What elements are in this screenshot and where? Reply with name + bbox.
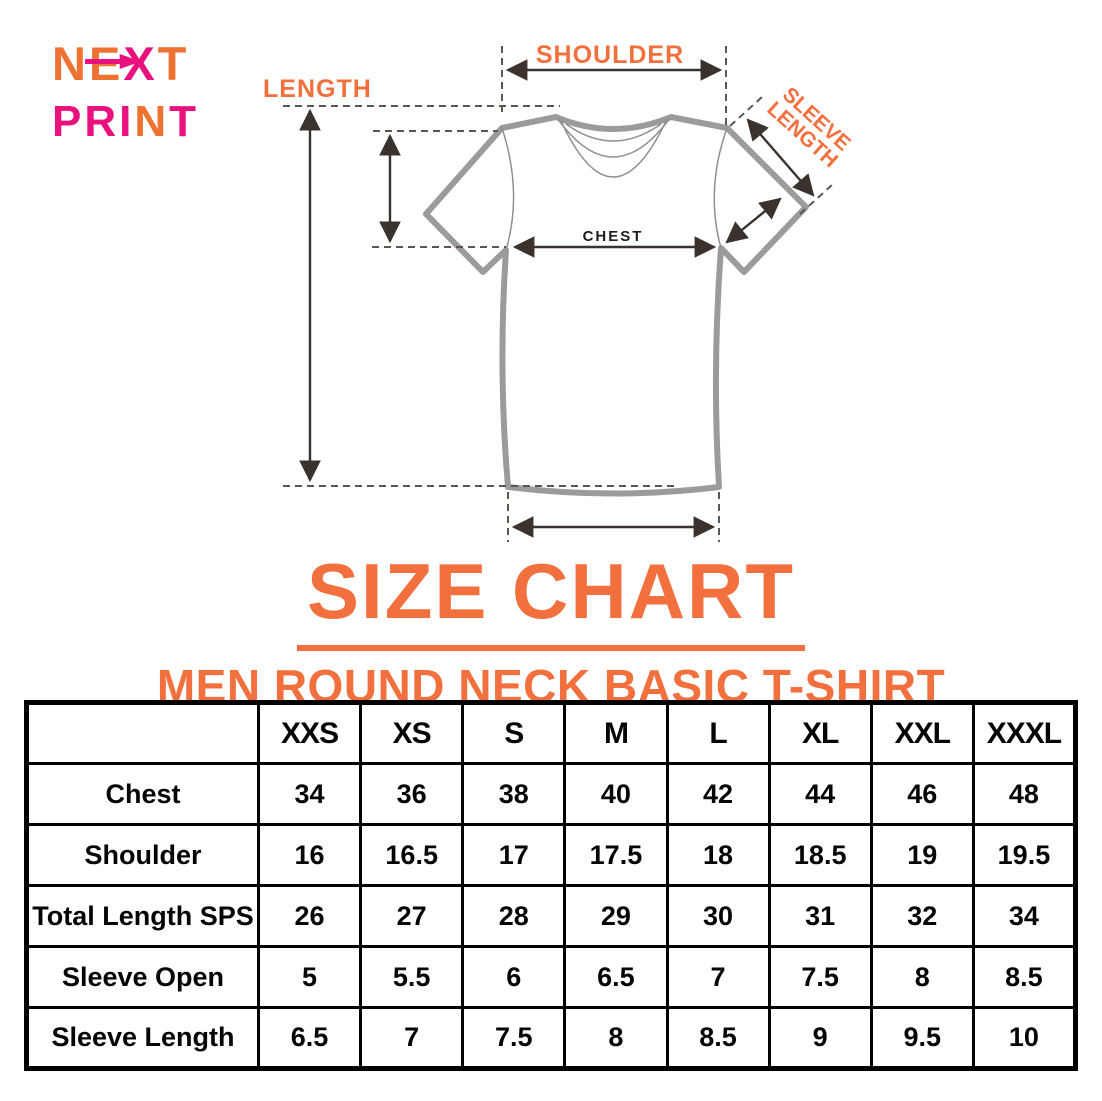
size-value-cell: 8 [869,945,975,1009]
armhole-seam-curves [501,127,728,251]
size-value-cell: 5 [256,945,363,1009]
size-col-header: XXS [256,701,363,765]
table-row-total-length: Total Length SPS 26 27 28 29 30 31 32 34 [25,884,1078,948]
size-value-cell: 19 [869,823,975,887]
table-row-sleeve-length: Sleeve Length 6.5 7 7.5 8 8.5 9 9.5 10 [25,1006,1078,1070]
size-value-cell: 6.5 [563,945,669,1009]
row-label: Chest [25,762,260,826]
size-value-cell: 30 [665,884,771,948]
size-value-cell: 7.5 [767,945,873,1009]
size-value-cell: 44 [767,762,873,826]
size-col-header: XL [767,701,873,765]
headings: SIZE CHART MEN ROUND NECK BASIC T-SHIRT [0,546,1102,713]
size-table-header-row: XXS XS S M L XL XXL XXXL [25,701,1078,765]
tshirt-outline [423,114,809,497]
logo-letter: I [119,97,135,146]
size-value-cell: 5.5 [359,945,465,1009]
logo-letter: T [169,97,200,146]
size-value-cell: 31 [767,884,873,948]
shoulder-label: SHOULDER [536,41,684,69]
row-label: Total Length SPS [25,884,260,948]
row-label: Sleeve Open [25,945,260,1009]
collar-rib-arcs [556,117,671,178]
table-row-shoulder: Shoulder 16 16.5 17 17.5 18 18.5 19 19.5 [25,823,1078,887]
size-col-header: XXL [869,701,975,765]
size-col-header: S [461,701,567,765]
brand-logo-word-print: PRINT [52,100,199,144]
size-value-cell: 7.5 [461,1006,567,1070]
size-value-cell: 17 [461,823,567,887]
tshirt-measurement-diagram: LENGTH SHOULDER SLEEVE LENGTH CHEST [263,41,855,542]
size-table: XXS XS S M L XL XXL XXXL Chest 34 36 38 … [24,700,1078,1071]
logo-letter: R [84,97,120,146]
length-label: LENGTH [263,75,372,103]
size-col-header: XS [359,701,465,765]
size-col-header: M [563,701,669,765]
size-value-cell: 7 [359,1006,465,1070]
size-value-cell: 48 [971,762,1078,826]
size-value-cell: 10 [971,1006,1078,1070]
size-value-cell: 28 [461,884,567,948]
size-col-header: L [665,701,771,765]
size-value-cell: 26 [256,884,363,948]
logo-letter: N [134,97,170,146]
chest-label: CHEST [583,228,644,245]
sleeve-inner-arrow [725,197,782,244]
size-value-cell: 34 [256,762,363,826]
row-label: Shoulder [25,823,260,887]
size-value-cell: 19.5 [971,823,1078,887]
size-value-cell: 18 [665,823,771,887]
size-value-cell: 36 [359,762,465,826]
dashed-guide-lines [283,46,834,542]
size-value-cell: 7 [665,945,771,1009]
brand-logo: NEXT PRINT [52,40,199,144]
size-value-cell: 34 [971,884,1078,948]
size-col-header: XXXL [971,701,1078,765]
size-value-cell: 27 [359,884,465,948]
measurement-arrows [299,59,815,538]
size-value-cell: 9.5 [869,1006,975,1070]
size-value-cell: 8.5 [971,945,1078,1009]
brand-logo-word-next: NEXT [52,40,199,87]
size-value-cell: 42 [665,762,771,826]
size-value-cell: 8.5 [665,1006,771,1070]
page-title: SIZE CHART [297,546,805,651]
sleeve-length-arrow [746,118,815,197]
logo-letter: P [52,97,85,146]
size-value-cell: 6.5 [256,1006,363,1070]
size-value-cell: 8 [563,1006,669,1070]
logo-letter: N [52,37,89,90]
size-value-cell: 18.5 [767,823,873,887]
size-value-cell: 9 [767,1006,873,1070]
size-value-cell: 6 [461,945,567,1009]
size-value-cell: 29 [563,884,669,948]
size-value-cell: 17.5 [563,823,669,887]
size-value-cell: 32 [869,884,975,948]
sleeve-length-label: SLEEVE LENGTH [763,83,855,172]
table-row-sleeve-open: Sleeve Open 5 5.5 6 6.5 7 7.5 8 8.5 [25,945,1078,1009]
size-value-cell: 38 [461,762,567,826]
logo-letter: T [157,37,190,90]
row-label: Sleeve Length [25,1006,260,1070]
size-value-cell: 16 [256,823,363,887]
size-value-cell: 16.5 [359,823,465,887]
table-row-chest: Chest 34 36 38 40 42 44 46 48 [25,762,1078,826]
corner-cell [25,701,260,765]
size-value-cell: 46 [869,762,975,826]
size-value-cell: 40 [563,762,669,826]
